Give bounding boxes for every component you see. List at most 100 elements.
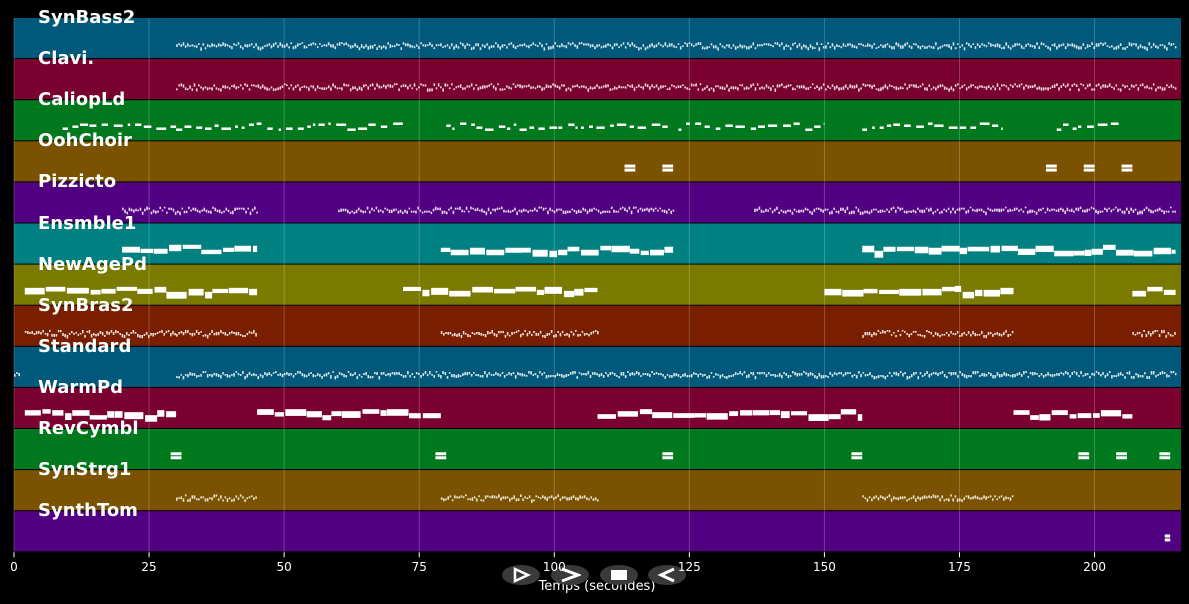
note-11-2 [864, 497, 867, 500]
note-8-1 [952, 372, 955, 375]
note-11-2 [996, 498, 999, 501]
note-8-1 [475, 374, 477, 376]
note-7-2 [561, 330, 564, 334]
note-1-0 [899, 86, 902, 90]
note-0-0 [1128, 42, 1131, 46]
note-4-0 [207, 210, 210, 214]
note-4-1 [549, 207, 551, 211]
note-0-0 [825, 45, 827, 49]
note-0-0 [948, 44, 950, 48]
play-button[interactable] [502, 565, 540, 585]
note-4-1 [531, 209, 534, 212]
note-1-0 [886, 86, 889, 90]
note-0-0 [391, 45, 394, 48]
note-8-1 [554, 375, 557, 378]
note-1-0 [1049, 87, 1052, 90]
note-4-2 [762, 210, 765, 213]
note-9-2 [780, 411, 790, 419]
note-5-2 [914, 246, 929, 254]
note-0-0 [1042, 43, 1045, 46]
note-0-0 [842, 43, 845, 47]
note-0-0 [519, 44, 521, 47]
note-0-0 [323, 44, 326, 47]
note-0-0 [484, 45, 486, 49]
note-0-0 [800, 46, 803, 50]
note-4-2 [826, 208, 829, 211]
note-2-3 [823, 122, 825, 125]
note-0-0 [217, 43, 220, 47]
note-11-2 [899, 496, 902, 500]
note-1-0 [818, 87, 821, 91]
note-4-1 [654, 207, 657, 210]
note-0-0 [789, 47, 792, 50]
note-4-1 [538, 206, 540, 209]
note-1-0 [618, 85, 620, 89]
fast-forward-button[interactable] [551, 565, 589, 585]
note-9-2 [652, 412, 673, 419]
note-8-1 [468, 372, 471, 375]
note-0-0 [1122, 47, 1124, 50]
note-0-0 [937, 47, 939, 50]
note-7-0 [75, 331, 78, 334]
note-0-0 [510, 42, 513, 45]
note-4-1 [555, 208, 558, 212]
note-8-1 [684, 373, 686, 377]
note-1-0 [1053, 84, 1056, 88]
note-2-1 [285, 127, 293, 130]
note-4-0 [251, 208, 254, 212]
note-0-0 [1168, 42, 1170, 45]
rewind-button[interactable] [648, 565, 686, 585]
stop-button[interactable] [600, 565, 638, 585]
note-1-0 [1058, 87, 1060, 91]
note-0-0 [699, 42, 702, 45]
note-4-1 [577, 209, 580, 213]
note-7-1 [244, 334, 246, 338]
note-4-2 [809, 210, 811, 214]
note-11-2 [1000, 495, 1003, 498]
note-1-0 [919, 85, 922, 88]
note-8-1 [226, 374, 229, 378]
note-1-0 [396, 83, 398, 86]
note-0-0 [1029, 44, 1032, 48]
note-7-3 [926, 329, 928, 333]
note-7-2 [520, 333, 522, 338]
note-1-0 [242, 87, 244, 90]
note-2-1 [221, 127, 231, 130]
note-4-2 [1136, 211, 1139, 215]
note-7-0 [42, 329, 45, 333]
note-9-1 [362, 409, 380, 414]
note-7-3 [1003, 331, 1005, 336]
note-8-1 [651, 371, 653, 374]
note-4-2 [1143, 208, 1146, 212]
note-11-1 [535, 495, 538, 498]
note-4-2 [1101, 210, 1104, 213]
note-1-0 [347, 84, 350, 87]
note-0-0 [376, 47, 378, 50]
note-9-2 [694, 413, 707, 418]
note-6-2 [942, 286, 955, 292]
note-0-0 [985, 45, 988, 48]
note-8-1 [943, 374, 946, 378]
note-1-0 [341, 87, 343, 91]
note-4-2 [1022, 210, 1025, 213]
note-0-0 [347, 44, 350, 47]
note-1-0 [748, 87, 750, 90]
note-4-2 [971, 208, 974, 212]
note-1-0 [897, 87, 900, 90]
note-8-1 [671, 375, 673, 378]
note-1-0 [1031, 85, 1034, 89]
note-0-0 [552, 45, 554, 49]
note-8-1 [422, 373, 425, 376]
note-8-1 [503, 375, 506, 378]
note-0-0 [321, 45, 323, 48]
note-1-0 [182, 84, 185, 88]
note-1-0 [704, 87, 706, 90]
note-2-1 [328, 122, 331, 125]
note-2-1 [357, 127, 368, 130]
note-8-1 [998, 374, 1001, 378]
note-8-1 [662, 374, 664, 377]
note-4-2 [881, 209, 884, 213]
note-4-2 [1132, 209, 1135, 213]
note-7-3 [974, 332, 977, 337]
note-4-0 [163, 206, 166, 209]
